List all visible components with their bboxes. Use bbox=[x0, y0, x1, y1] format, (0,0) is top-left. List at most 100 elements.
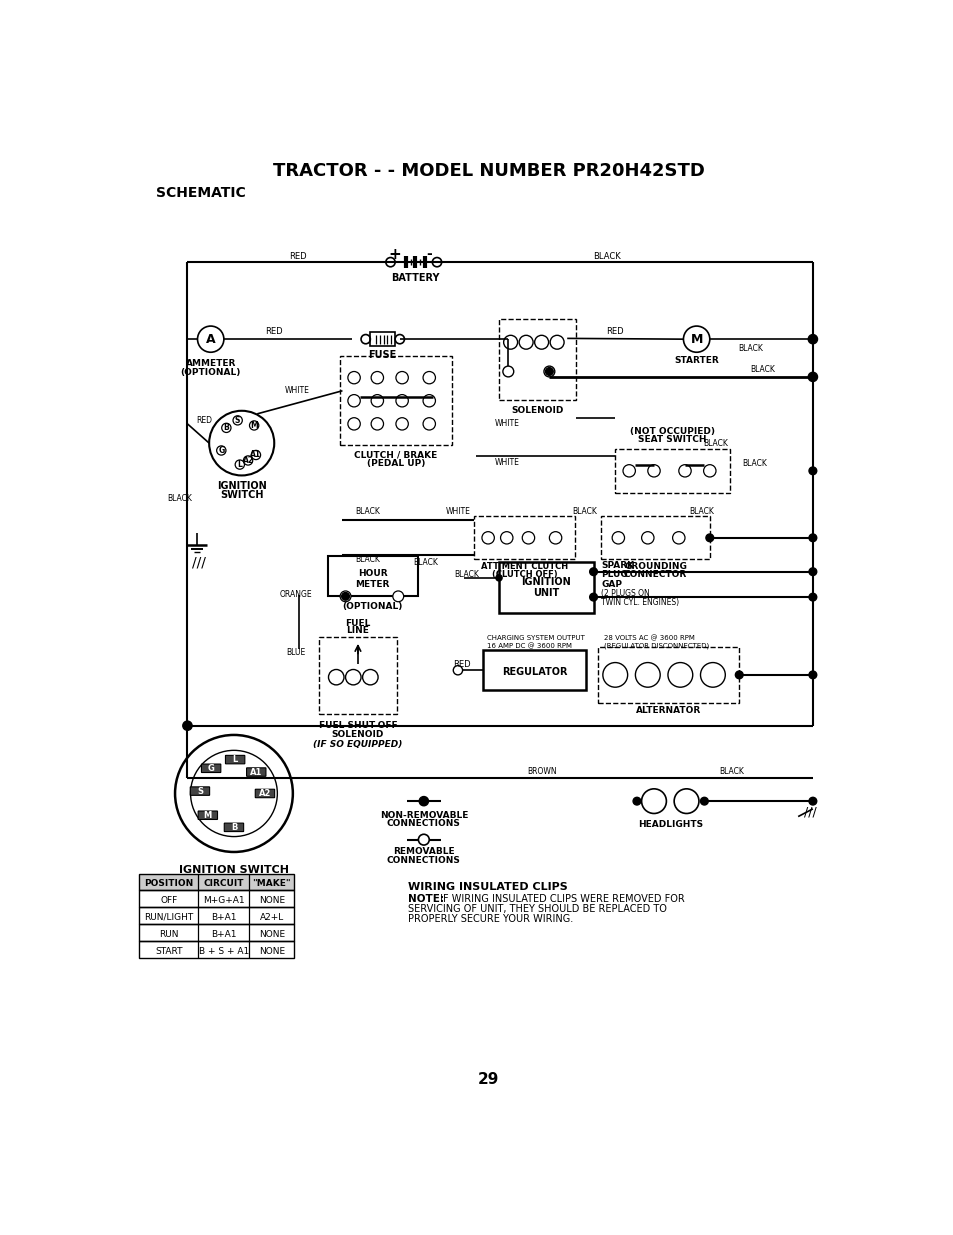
Circle shape bbox=[183, 721, 192, 730]
Text: NONE: NONE bbox=[258, 930, 285, 939]
Text: (NOT OCCUPIED): (NOT OCCUPIED) bbox=[629, 427, 715, 436]
Text: HEADLIGHTS: HEADLIGHTS bbox=[637, 820, 702, 829]
Text: B+A1: B+A1 bbox=[211, 913, 236, 923]
Text: RED: RED bbox=[265, 327, 283, 336]
Text: AMMETER: AMMETER bbox=[185, 359, 235, 368]
Text: CLUTCH / BRAKE: CLUTCH / BRAKE bbox=[354, 451, 437, 459]
Text: (OPTIONAL): (OPTIONAL) bbox=[180, 368, 241, 377]
Text: FUEL: FUEL bbox=[345, 619, 371, 627]
Text: IGNITION: IGNITION bbox=[216, 482, 266, 492]
Text: IF WIRING INSULATED CLIPS WERE REMOVED FOR: IF WIRING INSULATED CLIPS WERE REMOVED F… bbox=[436, 894, 684, 904]
Text: A: A bbox=[206, 332, 215, 346]
FancyBboxPatch shape bbox=[198, 811, 217, 820]
Text: SWITCH: SWITCH bbox=[220, 490, 263, 500]
Text: REMOVABLE: REMOVABLE bbox=[393, 847, 455, 857]
Circle shape bbox=[234, 459, 244, 469]
Bar bbox=[139, 941, 294, 958]
Text: UNIT: UNIT bbox=[533, 588, 558, 598]
Text: RED: RED bbox=[606, 327, 623, 336]
Text: GAP: GAP bbox=[600, 579, 621, 589]
Circle shape bbox=[703, 464, 716, 477]
Text: RUN/LIGHT: RUN/LIGHT bbox=[144, 913, 193, 923]
Circle shape bbox=[667, 662, 692, 687]
Bar bbox=[498, 319, 576, 400]
Text: HOUR: HOUR bbox=[357, 569, 387, 578]
Circle shape bbox=[393, 592, 403, 601]
Circle shape bbox=[422, 395, 435, 406]
Text: WHITE: WHITE bbox=[494, 420, 518, 429]
Text: SERVICING OF UNIT, THEY SHOULD BE REPLACED TO: SERVICING OF UNIT, THEY SHOULD BE REPLAC… bbox=[407, 904, 666, 914]
Text: GROUNDING: GROUNDING bbox=[623, 562, 686, 571]
Circle shape bbox=[534, 336, 548, 350]
Circle shape bbox=[453, 666, 462, 674]
Bar bbox=[328, 556, 417, 597]
Circle shape bbox=[209, 411, 274, 475]
Bar bbox=[600, 516, 709, 558]
Circle shape bbox=[360, 335, 370, 343]
Text: B: B bbox=[223, 424, 229, 432]
Text: BATTERY: BATTERY bbox=[391, 273, 439, 283]
Circle shape bbox=[602, 662, 627, 687]
Circle shape bbox=[251, 451, 260, 459]
Circle shape bbox=[371, 372, 383, 384]
Circle shape bbox=[233, 416, 242, 425]
Circle shape bbox=[197, 326, 224, 352]
Text: B+A1: B+A1 bbox=[211, 930, 236, 939]
Circle shape bbox=[503, 336, 517, 350]
Circle shape bbox=[808, 798, 816, 805]
Circle shape bbox=[589, 568, 597, 576]
Circle shape bbox=[502, 366, 513, 377]
Text: STARTER: STARTER bbox=[674, 356, 719, 366]
Circle shape bbox=[808, 467, 816, 474]
Bar bbox=[319, 637, 396, 714]
Circle shape bbox=[174, 735, 293, 852]
Text: G: G bbox=[218, 446, 224, 454]
Circle shape bbox=[682, 326, 709, 352]
Text: BLACK: BLACK bbox=[454, 569, 478, 578]
Bar bbox=[340, 356, 452, 445]
Circle shape bbox=[371, 417, 383, 430]
Circle shape bbox=[545, 368, 553, 375]
Bar bbox=[370, 332, 395, 346]
Circle shape bbox=[808, 568, 816, 576]
Circle shape bbox=[340, 592, 351, 601]
Text: BLACK: BLACK bbox=[355, 555, 379, 564]
Text: REGULATOR: REGULATOR bbox=[501, 667, 567, 677]
Circle shape bbox=[481, 531, 494, 543]
Circle shape bbox=[191, 751, 277, 836]
Text: (REGULATOR DISCONNECTED): (REGULATOR DISCONNECTED) bbox=[603, 642, 708, 648]
Circle shape bbox=[418, 835, 429, 845]
Circle shape bbox=[735, 671, 742, 679]
Bar bbox=[615, 448, 729, 493]
Circle shape bbox=[700, 662, 724, 687]
Text: BLACK: BLACK bbox=[741, 459, 766, 468]
Text: WIRING INSULATED CLIPS: WIRING INSULATED CLIPS bbox=[407, 882, 567, 893]
Text: S: S bbox=[234, 416, 240, 425]
Circle shape bbox=[422, 417, 435, 430]
Circle shape bbox=[633, 798, 640, 805]
Text: SPARK: SPARK bbox=[600, 561, 634, 571]
Text: NONE: NONE bbox=[258, 947, 285, 956]
Circle shape bbox=[250, 421, 258, 430]
Circle shape bbox=[518, 336, 533, 350]
Bar bbox=[498, 562, 593, 613]
Text: M: M bbox=[204, 810, 212, 820]
Text: "MAKE": "MAKE" bbox=[253, 879, 291, 888]
Circle shape bbox=[385, 258, 395, 267]
Text: FUEL SHUT-OFF: FUEL SHUT-OFF bbox=[318, 721, 396, 730]
Text: WHITE: WHITE bbox=[285, 387, 310, 395]
FancyBboxPatch shape bbox=[246, 768, 266, 777]
Text: SEAT SWITCH: SEAT SWITCH bbox=[638, 435, 706, 443]
Text: OFF: OFF bbox=[160, 895, 177, 905]
Text: RUN: RUN bbox=[159, 930, 178, 939]
FancyBboxPatch shape bbox=[225, 756, 245, 763]
Text: ///: /// bbox=[192, 556, 206, 569]
Circle shape bbox=[348, 395, 360, 406]
Circle shape bbox=[700, 798, 707, 805]
Circle shape bbox=[808, 593, 816, 601]
Text: BLACK: BLACK bbox=[719, 767, 743, 777]
Circle shape bbox=[395, 335, 404, 343]
Bar bbox=[474, 516, 575, 558]
Circle shape bbox=[521, 531, 534, 543]
Text: (PEDAL UP): (PEDAL UP) bbox=[366, 459, 425, 468]
